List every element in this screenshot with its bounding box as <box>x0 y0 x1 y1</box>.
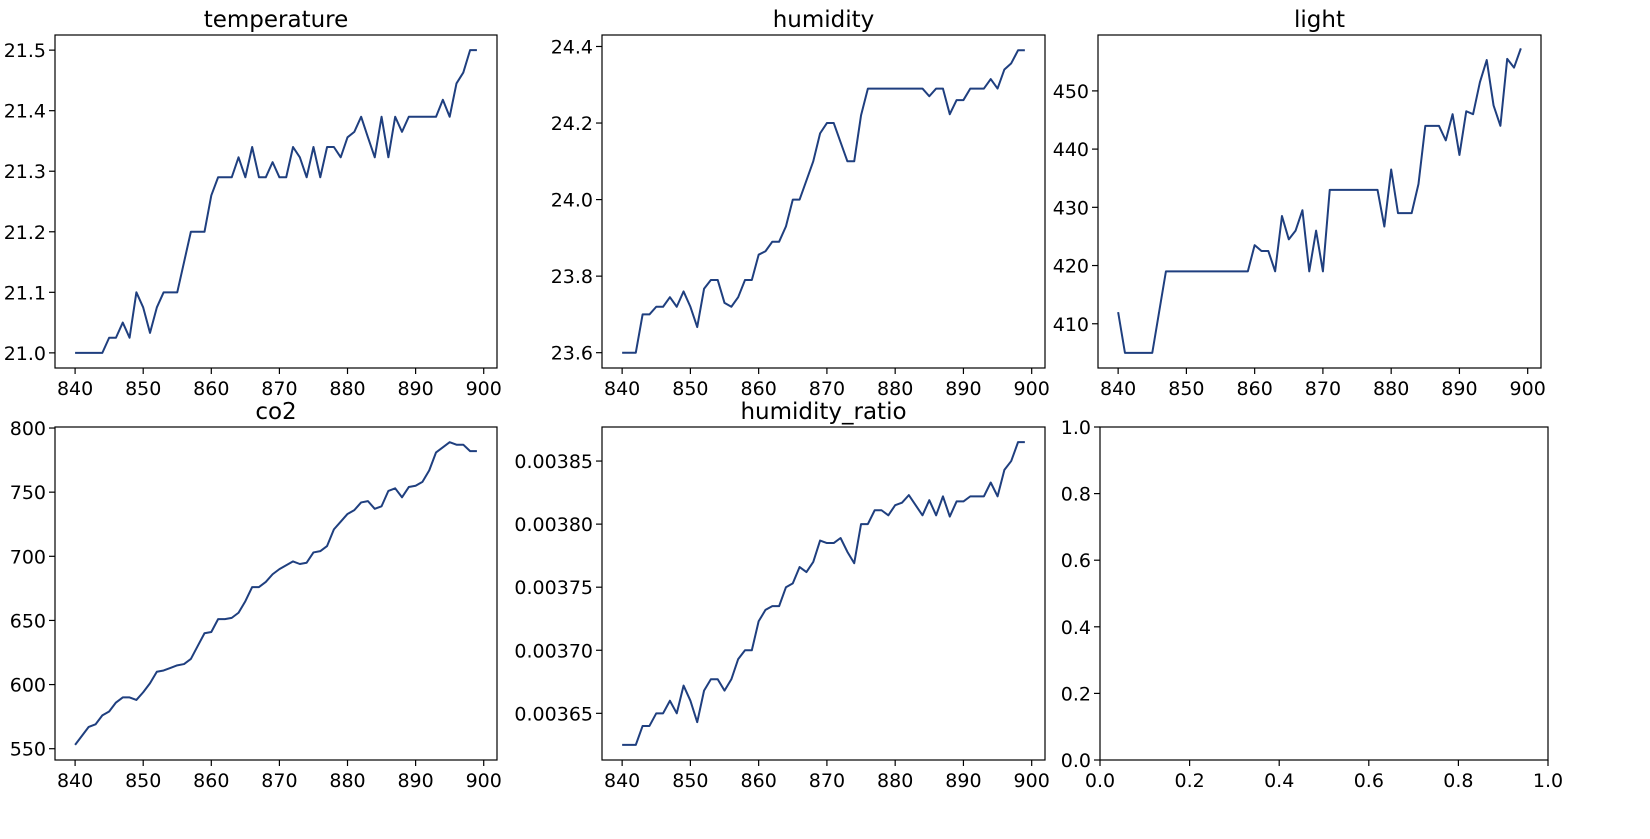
data-line <box>75 49 477 354</box>
x-tick-label: 0.4 <box>1264 770 1294 792</box>
y-tick-label: 0.00365 <box>514 703 593 725</box>
x-tick-label: 840 <box>1100 378 1136 400</box>
x-tick-label: 900 <box>1510 378 1546 400</box>
data-line <box>1117 48 1522 354</box>
axes-frame <box>601 34 1046 369</box>
y-tick-label: 650 <box>10 610 46 632</box>
y-tick-label: 21.5 <box>4 40 46 62</box>
y-tick-label: 800 <box>10 418 46 440</box>
y-tick-label: 0.00380 <box>514 514 593 536</box>
x-tick-label: 890 <box>945 770 981 792</box>
axes-frame <box>1099 426 1549 761</box>
x-tick-label: 890 <box>397 378 433 400</box>
y-tick-label: 450 <box>1053 81 1089 103</box>
x-tick-label: 850 <box>1168 378 1204 400</box>
x-tick-label: 870 <box>809 770 845 792</box>
x-tick-label: 850 <box>672 770 708 792</box>
y-tick-label: 0.00375 <box>514 577 593 599</box>
x-tick-label: 900 <box>1014 770 1050 792</box>
x-tick-label: 880 <box>329 770 365 792</box>
x-tick-label: 880 <box>329 378 365 400</box>
x-tick-label: 860 <box>193 378 229 400</box>
x-tick-label: 870 <box>261 378 297 400</box>
y-tick-label: 700 <box>10 546 46 568</box>
y-tick-label: 430 <box>1053 197 1089 219</box>
x-tick-label: 840 <box>57 770 93 792</box>
x-tick-label: 840 <box>604 770 640 792</box>
x-tick-label: 900 <box>466 770 502 792</box>
y-tick-label: 21.2 <box>4 222 46 244</box>
x-tick-label: 850 <box>125 378 161 400</box>
y-tick-label: 0.00385 <box>514 451 593 473</box>
y-tick-label: 21.4 <box>4 101 46 123</box>
x-tick-label: 0.6 <box>1354 770 1384 792</box>
axes-frame <box>601 426 1046 761</box>
y-tick-label: 0.0 <box>1061 750 1091 772</box>
chart-title: humidity <box>773 7 875 33</box>
x-tick-label: 0.0 <box>1085 770 1115 792</box>
axes-frame <box>1097 34 1542 369</box>
x-tick-label: 900 <box>1014 378 1050 400</box>
y-tick-label: 23.6 <box>551 343 593 365</box>
y-tick-label: 24.4 <box>551 36 593 58</box>
x-tick-label: 870 <box>809 378 845 400</box>
x-tick-label: 840 <box>604 378 640 400</box>
data-line <box>622 441 1025 746</box>
x-tick-label: 1.0 <box>1533 770 1563 792</box>
axes-frame <box>54 34 498 369</box>
chart-title: temperature <box>204 7 349 33</box>
x-tick-label: 850 <box>125 770 161 792</box>
y-tick-label: 550 <box>10 739 46 761</box>
x-tick-label: 880 <box>877 770 913 792</box>
x-tick-label: 860 <box>741 770 777 792</box>
y-tick-label: 23.8 <box>551 266 593 288</box>
y-tick-label: 0.6 <box>1061 550 1091 572</box>
y-tick-label: 410 <box>1053 314 1089 336</box>
chart-title: humidity_ratio <box>740 399 906 425</box>
data-line <box>74 441 477 746</box>
x-tick-label: 890 <box>1441 378 1477 400</box>
y-tick-label: 420 <box>1053 256 1089 278</box>
y-tick-label: 750 <box>10 482 46 504</box>
x-tick-label: 870 <box>1305 378 1341 400</box>
chart-title: co2 <box>255 399 296 425</box>
x-tick-label: 0.2 <box>1174 770 1204 792</box>
y-tick-label: 0.4 <box>1061 617 1091 639</box>
y-tick-label: 1.0 <box>1061 417 1091 439</box>
x-tick-label: 860 <box>741 378 777 400</box>
y-tick-label: 440 <box>1053 139 1089 161</box>
x-tick-label: 890 <box>945 378 981 400</box>
x-tick-label: 860 <box>1237 378 1273 400</box>
y-tick-label: 24.0 <box>551 190 593 212</box>
data-line <box>622 49 1025 354</box>
y-tick-label: 21.1 <box>4 282 46 304</box>
y-tick-label: 21.0 <box>4 343 46 365</box>
x-tick-label: 900 <box>466 378 502 400</box>
y-tick-label: 0.8 <box>1061 484 1091 506</box>
x-tick-label: 840 <box>57 378 93 400</box>
y-tick-label: 600 <box>10 675 46 697</box>
x-tick-label: 850 <box>672 378 708 400</box>
y-tick-label: 21.3 <box>4 161 46 183</box>
y-tick-label: 24.2 <box>551 113 593 135</box>
x-tick-label: 0.8 <box>1443 770 1473 792</box>
chart-title: light <box>1294 7 1345 33</box>
y-tick-label: 0.00370 <box>514 640 593 662</box>
x-tick-label: 880 <box>877 378 913 400</box>
y-tick-label: 0.2 <box>1061 683 1091 705</box>
axes-frame <box>54 426 498 761</box>
x-tick-label: 870 <box>261 770 297 792</box>
x-tick-label: 890 <box>397 770 433 792</box>
x-tick-label: 880 <box>1373 378 1409 400</box>
x-tick-label: 860 <box>193 770 229 792</box>
